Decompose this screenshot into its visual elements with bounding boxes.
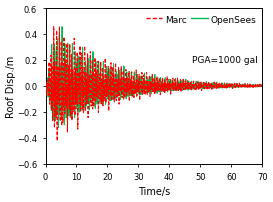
Legend: Marc, OpenSees: Marc, OpenSees — [143, 12, 260, 28]
X-axis label: Time/s: Time/s — [138, 186, 170, 197]
Y-axis label: Roof Disp./m: Roof Disp./m — [5, 55, 16, 117]
Text: PGA=1000 gal: PGA=1000 gal — [192, 55, 258, 64]
